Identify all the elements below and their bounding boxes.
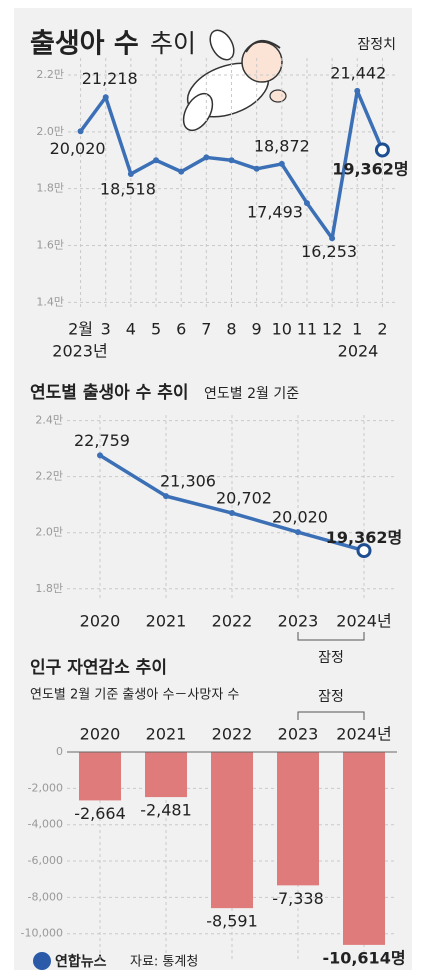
chart-subtitle: 연도별 2월 기준 <box>204 386 299 402</box>
value-label: -10,614명 <box>322 948 405 967</box>
point <box>97 452 103 458</box>
x-tick-label: 2022 <box>212 725 253 744</box>
value-label: 21,218 <box>82 69 138 88</box>
year-label: 2024 <box>338 342 379 361</box>
point <box>103 94 109 100</box>
point <box>295 529 301 535</box>
x-tick-label: 2024년 <box>336 725 391 744</box>
chart-title-light: 추이 <box>150 29 196 58</box>
point <box>153 157 159 163</box>
point <box>163 493 169 499</box>
value-label: -8,591 <box>206 912 258 931</box>
x-tick-label: 2020 <box>80 725 121 744</box>
chart-title: 연도별 출생아 수 추이 <box>30 383 189 403</box>
y-tick-label: -6,000 <box>28 854 63 867</box>
point <box>78 128 84 134</box>
x-tick-label: 2020 <box>80 612 121 631</box>
x-tick-label: 2023 <box>278 725 319 744</box>
brand: 연합뉴스 <box>55 953 107 970</box>
y-tick-label: 2.0만 <box>35 526 63 539</box>
point <box>229 157 235 163</box>
point <box>329 235 335 241</box>
point <box>229 510 235 516</box>
y-tick-label: -10,000 <box>21 927 63 940</box>
chart-subtitle: 연도별 2월 기준 출생아 수－사망자 수 <box>30 688 239 703</box>
x-tick-label: 2024년 <box>336 612 391 631</box>
y-tick-label: 1.8만 <box>35 582 63 595</box>
x-tick-label: 2 <box>377 320 387 339</box>
point <box>254 166 260 172</box>
bar <box>277 752 319 885</box>
x-tick-label: 4 <box>126 320 136 339</box>
x-tick-label: 12 <box>322 320 342 339</box>
x-tick-label: 5 <box>151 320 161 339</box>
chart-title: 인구 자연감소 추이 <box>30 658 167 678</box>
y-tick-label: -2,000 <box>28 781 63 794</box>
note: 잠정치 <box>357 37 396 53</box>
x-tick-label: 2022 <box>212 612 253 631</box>
point <box>178 169 184 175</box>
y-tick-label: 2.0만 <box>36 125 64 138</box>
annotation: 잠정 <box>318 650 344 666</box>
chart-title: 출생아 수 <box>30 29 139 60</box>
source: 자료: 통계청 <box>130 955 198 970</box>
y-tick-label: -8,000 <box>28 890 63 903</box>
x-tick-label: 9 <box>252 320 262 339</box>
x-tick-label: 1 <box>352 320 362 339</box>
annotation: 잠정 <box>318 689 344 705</box>
value-label: 17,493 <box>247 203 303 222</box>
value-label: 20,020 <box>272 508 328 527</box>
bar <box>343 752 385 945</box>
point <box>128 171 134 177</box>
y-tick-label: 1.4만 <box>36 295 64 308</box>
x-tick-label: 2월 <box>68 320 93 339</box>
point <box>376 144 388 156</box>
point <box>279 161 285 167</box>
x-tick-label: 7 <box>201 320 211 339</box>
value-label: 18,872 <box>254 136 310 155</box>
y-tick-label: 2.2만 <box>36 68 64 81</box>
x-tick-label: 2021 <box>146 612 187 631</box>
x-tick-label: 6 <box>176 320 186 339</box>
x-tick-label: 3 <box>101 320 111 339</box>
value-label: 21,306 <box>160 472 216 491</box>
point <box>203 154 209 160</box>
x-tick-label: 8 <box>226 320 236 339</box>
value-label: 19,362명 <box>326 528 402 547</box>
y-tick-label: 1.6만 <box>36 239 64 252</box>
value-label: -2,664 <box>74 804 126 823</box>
bar <box>211 752 253 908</box>
bar <box>79 752 121 800</box>
x-tick-label: 2021 <box>146 725 187 744</box>
value-label: -7,338 <box>272 889 324 908</box>
value-label: -2,481 <box>140 801 192 820</box>
x-tick-label: 2023 <box>278 612 319 631</box>
infographic: 출생아 수 추이 잠정치 2023년 2024 연도별 출생아 수 추이 연도별… <box>0 0 425 974</box>
value-label: 19,362명 <box>332 159 408 178</box>
x-tick-label: 10 <box>272 320 292 339</box>
logo <box>33 952 51 970</box>
y-tick-label: 2.4만 <box>35 414 63 427</box>
y-tick-label: -4,000 <box>28 818 63 831</box>
point <box>354 88 360 94</box>
bar <box>145 752 187 797</box>
y-tick-label: 1.8만 <box>36 182 64 195</box>
value-label: 22,759 <box>74 431 130 450</box>
x-tick-label: 11 <box>297 320 317 339</box>
value-label: 20,020 <box>50 139 106 158</box>
y-tick-label: 2.2만 <box>35 470 63 483</box>
value-label: 18,518 <box>100 179 156 198</box>
y-tick-label: 0 <box>56 745 63 758</box>
value-label: 21,442 <box>330 63 386 82</box>
value-label: 16,253 <box>301 242 357 261</box>
point <box>304 200 310 206</box>
value-label: 20,702 <box>216 489 272 508</box>
year-label: 2023년 <box>52 342 107 361</box>
